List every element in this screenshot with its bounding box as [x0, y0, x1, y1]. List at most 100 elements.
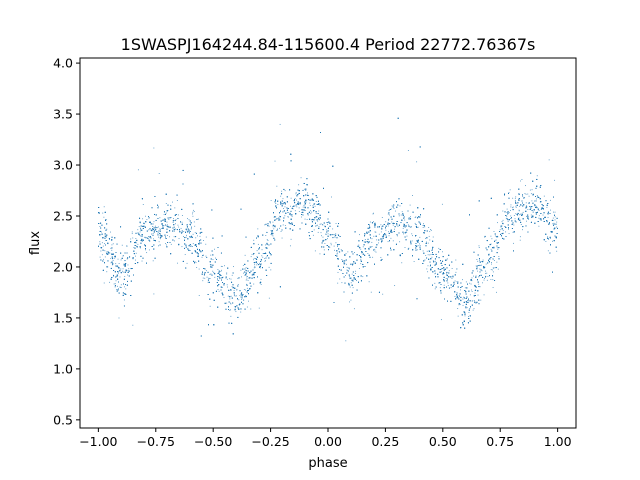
data-point: [432, 236, 434, 238]
data-point: [209, 278, 211, 279]
data-point: [372, 256, 374, 258]
data-point: [158, 205, 159, 207]
data-point: [323, 239, 325, 241]
data-point: [550, 237, 551, 239]
data-point: [153, 226, 155, 228]
data-point: [521, 212, 523, 214]
data-point: [135, 242, 137, 244]
data-point: [381, 241, 382, 243]
data-point: [245, 289, 246, 291]
data-point: [397, 225, 399, 227]
data-point: [178, 226, 180, 228]
data-point: [195, 237, 197, 239]
data-point: [337, 282, 339, 284]
data-point: [115, 280, 117, 282]
data-point: [497, 248, 499, 250]
data-point: [247, 280, 249, 281]
data-point: [408, 217, 410, 218]
data-point: [272, 221, 274, 223]
data-point: [417, 226, 419, 228]
data-point: [336, 252, 338, 254]
data-point: [512, 242, 514, 244]
data-point: [372, 213, 374, 215]
data-point: [369, 227, 371, 229]
data-point: [264, 224, 266, 226]
data-point: [158, 245, 159, 247]
data-point: [159, 229, 161, 231]
data-point: [273, 228, 275, 230]
data-point: [526, 220, 527, 222]
data-point: [466, 307, 468, 309]
data-point: [490, 243, 492, 245]
data-point: [362, 276, 364, 278]
data-point: [554, 211, 556, 213]
data-point: [387, 225, 389, 227]
data-point: [422, 250, 424, 252]
data-point: [306, 199, 308, 201]
data-point: [547, 212, 549, 214]
data-point: [207, 281, 209, 283]
data-point: [197, 235, 198, 237]
data-point: [123, 299, 125, 301]
data-point: [122, 271, 124, 273]
data-point: [241, 299, 243, 300]
data-point: [227, 286, 228, 288]
data-point: [505, 217, 507, 219]
data-point: [496, 222, 498, 224]
data-point: [393, 208, 395, 209]
data-point: [187, 218, 188, 220]
data-point: [518, 209, 520, 211]
data-point: [265, 235, 267, 236]
data-point: [512, 206, 514, 208]
data-point: [548, 223, 550, 225]
data-point: [528, 195, 530, 197]
data-point: [289, 245, 291, 247]
data-point: [498, 256, 500, 258]
data-point: [153, 227, 155, 229]
data-point: [475, 275, 477, 277]
data-point: [227, 295, 229, 297]
data-point: [219, 276, 220, 278]
data-point: [138, 233, 140, 235]
data-point: [329, 246, 331, 248]
data-point: [163, 214, 165, 215]
data-point: [230, 303, 232, 305]
data-point: [104, 256, 106, 258]
data-point: [380, 231, 382, 233]
data-point: [304, 204, 306, 206]
data-point: [464, 315, 466, 317]
data-point: [279, 123, 281, 125]
data-point: [478, 283, 480, 285]
data-point: [172, 201, 173, 203]
data-point: [169, 236, 171, 238]
data-point: [235, 311, 237, 313]
data-point: [165, 243, 166, 245]
data-point: [260, 284, 262, 285]
data-point: [255, 261, 257, 262]
data-point: [102, 245, 104, 247]
data-point: [457, 308, 459, 309]
data-point: [157, 236, 159, 238]
data-point: [506, 212, 508, 213]
data-point: [526, 215, 528, 217]
data-point: [515, 196, 517, 198]
data-point: [256, 264, 258, 266]
data-point: [218, 290, 220, 292]
data-point: [493, 246, 495, 248]
data-point: [105, 236, 107, 238]
data-point: [515, 205, 517, 207]
data-point: [429, 231, 431, 233]
data-point: [115, 263, 117, 265]
data-point: [217, 280, 219, 281]
data-point: [183, 231, 185, 233]
data-point: [525, 193, 527, 195]
data-point: [260, 278, 262, 280]
data-point: [406, 235, 408, 237]
data-point: [146, 252, 148, 254]
data-point: [316, 216, 318, 218]
data-point: [273, 216, 275, 218]
data-point: [191, 227, 192, 229]
data-point: [350, 282, 352, 284]
data-point: [373, 225, 375, 227]
data-point: [111, 244, 113, 246]
